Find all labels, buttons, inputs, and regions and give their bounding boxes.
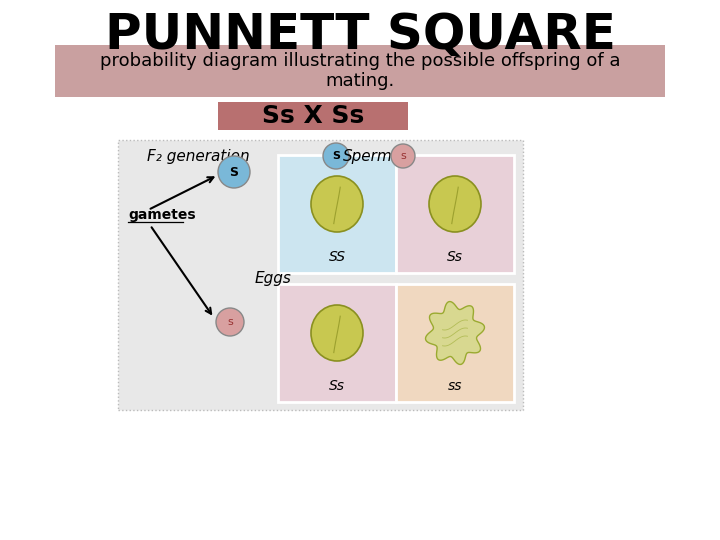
Text: Ss: Ss	[329, 379, 345, 393]
Text: F₂ generation: F₂ generation	[147, 148, 249, 164]
Text: gametes: gametes	[128, 208, 196, 222]
Text: Ss X Ss: Ss X Ss	[262, 104, 364, 128]
FancyBboxPatch shape	[278, 155, 396, 273]
Text: s: s	[400, 151, 406, 161]
Ellipse shape	[429, 176, 481, 232]
Text: ss: ss	[448, 379, 462, 393]
Circle shape	[216, 308, 244, 336]
Polygon shape	[426, 301, 485, 365]
Text: probability diagram illustrating the possible offspring of a
mating.: probability diagram illustrating the pos…	[100, 52, 620, 90]
Text: Ss: Ss	[447, 250, 463, 264]
Text: PUNNETT SQUARE: PUNNETT SQUARE	[104, 11, 616, 59]
Text: S: S	[332, 151, 340, 161]
Text: Eggs: Eggs	[255, 272, 292, 287]
FancyBboxPatch shape	[118, 140, 523, 410]
Circle shape	[218, 156, 250, 188]
Ellipse shape	[311, 176, 363, 232]
FancyBboxPatch shape	[396, 284, 514, 402]
Text: S: S	[230, 165, 238, 179]
Circle shape	[391, 144, 415, 168]
Text: Sperm: Sperm	[343, 148, 393, 164]
FancyBboxPatch shape	[218, 102, 408, 130]
Circle shape	[323, 143, 349, 169]
FancyBboxPatch shape	[278, 284, 396, 402]
Text: s: s	[227, 317, 233, 327]
Text: SS: SS	[328, 250, 346, 264]
FancyBboxPatch shape	[396, 155, 514, 273]
FancyBboxPatch shape	[55, 45, 665, 97]
Ellipse shape	[311, 305, 363, 361]
